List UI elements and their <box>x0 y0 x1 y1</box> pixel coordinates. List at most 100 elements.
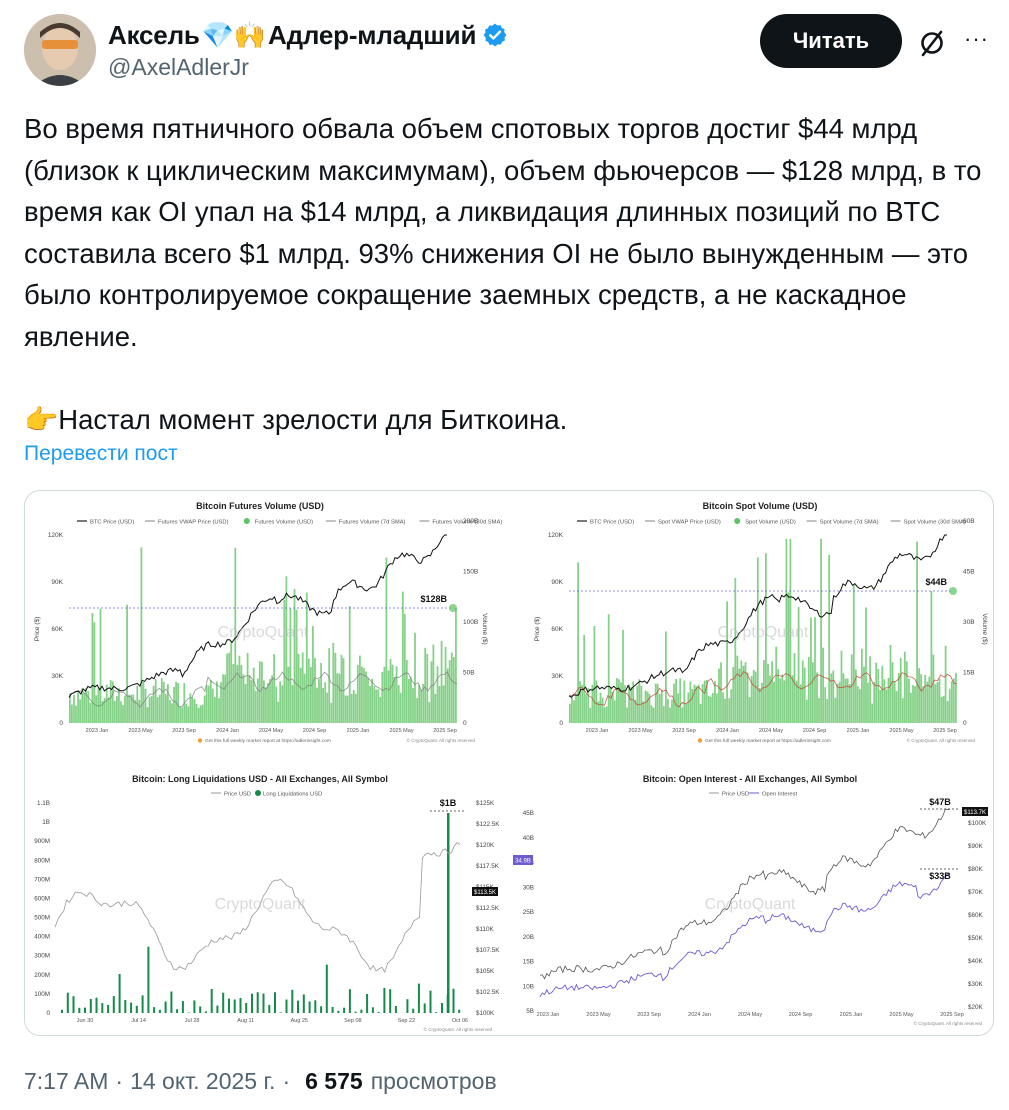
volume-bar <box>697 684 700 723</box>
volume-bar <box>901 698 904 723</box>
volume-bar <box>938 678 941 723</box>
volume-bar <box>838 681 841 723</box>
volume-bar <box>916 541 918 723</box>
volume-bar <box>113 700 116 723</box>
volume-bar <box>577 562 579 723</box>
volume-bar <box>575 693 577 723</box>
volume-bar <box>132 694 135 723</box>
liquidation-bar <box>193 1000 196 1013</box>
volume-bar <box>756 557 759 723</box>
volume-bar <box>840 650 843 723</box>
volume-bar <box>244 684 247 723</box>
more-options-icon[interactable]: ··· <box>964 26 989 51</box>
btc-price-line <box>568 534 947 698</box>
chart-footnote: Get this full weekly market report at ht… <box>705 738 831 744</box>
volume-bar <box>630 687 633 723</box>
volume-bar <box>628 684 630 723</box>
y-axis-tick-left: 40B <box>523 835 534 842</box>
x-axis-tick: 2025 Jan <box>847 728 870 734</box>
x-axis-tick: 2024 May <box>259 728 283 734</box>
y-axis-tick-right: $107.5K <box>476 947 500 954</box>
volume-bar <box>240 665 243 723</box>
x-axis-tick: 2025 May <box>889 1012 913 1018</box>
volume-bar <box>154 679 157 723</box>
volume-bar <box>440 640 443 723</box>
grok-icon[interactable] <box>917 28 947 58</box>
volume-bar <box>769 675 771 723</box>
volume-bar <box>226 653 228 723</box>
follow-button[interactable]: Читать <box>760 14 902 68</box>
liquidation-bar <box>262 993 265 1013</box>
volume-bar <box>252 667 255 723</box>
volume-bar <box>289 608 292 723</box>
volume-bar <box>624 685 626 723</box>
y-axis-tick-left: 0 <box>559 720 563 727</box>
y-axis-tick-right: 30B <box>963 619 975 626</box>
volume-bar <box>879 690 882 723</box>
volume-bar <box>814 617 816 723</box>
y-axis-tick-right: $90K <box>968 843 984 850</box>
legend-label: Futures VWAP Price (USD) <box>158 520 229 526</box>
volume-bar <box>150 696 153 723</box>
y-axis-tick-right: $80K <box>968 866 984 873</box>
liquidation-bar <box>78 1007 81 1013</box>
display-name[interactable]: Аксель 💎🙌 Адлер-младший <box>108 18 508 52</box>
liquidation-bar <box>147 946 150 1013</box>
volume-bar <box>920 674 922 723</box>
volume-bar <box>595 680 598 723</box>
x-axis-tick: 2025 Sep <box>940 1012 964 1018</box>
y-axis-tick-left: 10B <box>523 983 534 990</box>
liquidation-bar <box>297 1000 299 1013</box>
volume-bar <box>283 599 286 723</box>
volume-bar <box>609 686 612 723</box>
volume-bar <box>209 680 212 723</box>
volume-bar <box>850 654 853 723</box>
volume-bar <box>169 700 171 723</box>
chart-title: Bitcoin: Long Liquidations USD - All Exc… <box>132 774 388 784</box>
volume-bar <box>87 691 90 723</box>
liquidation-bar <box>101 1003 104 1013</box>
volume-bar <box>250 680 253 723</box>
x-axis-tick: 2024 May <box>759 728 783 734</box>
volume-bar <box>856 686 859 723</box>
liquidation-bar <box>268 1004 271 1013</box>
volume-bar <box>387 670 390 723</box>
volume-bar <box>936 682 939 723</box>
x-axis-tick: 2023 Sep <box>172 728 196 734</box>
liquidation-bar <box>348 989 351 1013</box>
post-time[interactable]: 7:17 AM <box>24 1068 109 1094</box>
volume-bar <box>185 703 188 723</box>
volume-bar <box>589 707 592 723</box>
meta-separator: · <box>115 1068 124 1094</box>
post-image[interactable]: Bitcoin Futures Volume (USD) BTC Price (U… <box>24 490 994 1036</box>
liquidation-bar <box>314 1000 317 1013</box>
volume-bar <box>711 692 714 723</box>
volume-bar <box>583 634 586 723</box>
volume-bar <box>765 553 767 723</box>
volume-bar <box>718 668 720 723</box>
volume-bar <box>787 592 790 723</box>
volume-bar <box>569 703 571 723</box>
volume-bar <box>732 667 735 723</box>
liquidation-bar <box>95 997 98 1013</box>
y-axis-tick-left: 30K <box>551 673 563 680</box>
user-handle[interactable]: @AxelAdlerJr <box>108 54 249 80</box>
volume-bar <box>944 645 947 723</box>
volume-bar <box>636 685 639 723</box>
volume-bar <box>703 680 706 723</box>
x-axis-tick: 2025 Sep <box>433 728 457 734</box>
translate-post-link[interactable]: Перевести пост <box>24 442 178 465</box>
volume-bar <box>689 681 692 723</box>
post-date[interactable]: 14 окт. 2025 г. <box>130 1068 276 1094</box>
avatar[interactable] <box>24 14 96 86</box>
volume-bar <box>442 685 445 723</box>
y-axis-tick-left: 25B <box>523 909 534 916</box>
volume-bar <box>750 676 753 723</box>
volume-bar <box>767 663 769 723</box>
volume-bar <box>430 661 433 723</box>
volume-bar <box>191 697 194 723</box>
legend-label: Spot Volume (USD) <box>745 520 796 526</box>
volume-bar <box>646 691 649 723</box>
volume-bar <box>393 677 396 723</box>
volume-bar <box>846 678 849 723</box>
